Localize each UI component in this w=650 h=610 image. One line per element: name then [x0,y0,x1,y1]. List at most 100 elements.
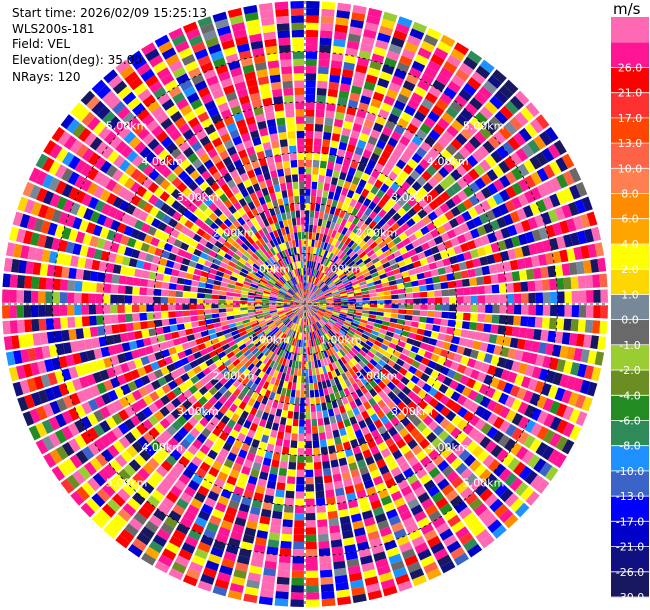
ray-gate-cell [211,368,221,377]
ray-gate-cell [445,198,456,210]
ray-gate-cell [348,250,356,258]
ray-gate-cell [448,439,460,452]
ray-gate-cell [256,270,264,277]
ray-gate-cell [475,529,491,543]
ray-gate-cell [323,350,329,358]
ray-gate-cell [437,478,450,491]
ray-gate-cell [223,240,232,249]
ray-gate-cell [460,242,470,253]
ray-gate-cell [235,562,249,572]
ray-gate-cell [529,202,541,216]
ray-gate-cell [345,47,358,57]
ray-gate-cell [47,222,58,236]
ray-gate-cell [323,276,329,283]
ray-gate-cell [411,360,421,369]
ray-gate-cell [243,349,252,357]
ray-gate-cell [428,338,438,346]
ray-gate-cell [276,117,286,126]
ray-gate-cell [509,497,524,513]
ray-gate-cell [305,491,315,499]
ray-gate-cell [299,299,305,304]
ray-gate-cell [297,317,301,325]
ray-gate-cell [301,311,304,319]
ray-gate-cell [305,304,309,311]
ray-gate-cell [330,263,337,271]
ray-gate-cell [262,24,276,34]
ray-gate-cell [194,516,208,528]
ray-gate-cell [361,268,370,275]
ray-gate-cell [419,316,427,323]
ray-gate-cell [318,59,330,68]
ray-gate-cell [556,277,565,290]
ray-gate-cell [333,276,340,283]
ray-gate-cell [283,283,290,290]
ray-gate-cell [195,337,204,345]
ray-gate-cell [232,220,242,229]
ray-gate-cell [29,408,41,424]
ray-gate-cell [355,363,363,372]
ray-gate-cell [292,549,304,557]
ray-gate-cell [91,100,106,115]
ray-gate-cell [380,324,389,331]
ray-gate-cell [469,277,478,286]
ray-gate-cell [292,295,300,300]
ray-gate-cell [266,546,279,555]
ray-gate-cell [305,300,312,304]
ray-gate-cell [180,225,190,235]
ray-gate-cell [279,364,285,373]
ray-gate-cell [333,305,341,308]
ray-gate-cell [300,304,305,310]
ray-gate-cell [272,362,279,370]
ray-gate-cell [579,213,591,229]
ray-gate-cell [232,358,241,367]
ray-gate-cell [460,127,473,141]
ray-gate-cell [274,1,289,10]
ray-gate-cell [371,232,380,241]
ray-gate-cell [316,329,322,337]
ray-gate-cell [313,247,317,255]
ray-gate-cell [368,379,378,388]
ray-gate-cell [388,342,398,350]
ray-gate-cell [491,206,503,219]
ray-gate-cell [305,304,310,310]
ray-gate-cell [412,574,428,587]
ray-gate-cell [392,148,403,159]
ray-gate-cell [165,260,175,268]
ray-gate-cell [346,313,355,317]
ray-gate-cell [433,346,442,356]
ray-gate-cell [286,483,295,492]
ray-gate-cell [531,229,542,242]
ray-gate-cell [69,139,83,154]
ray-gate-cell [575,181,588,197]
ray-gate-cell [87,477,101,492]
ray-gate-cell [455,526,470,540]
ray-gate-cell [264,261,272,269]
ray-gate-cell [327,386,334,395]
ray-gate-cell [336,282,344,288]
ray-gate-cell [290,302,298,304]
ray-gate-cell [256,394,264,403]
ray-gate-cell [110,314,119,324]
ray-gate-cell [299,282,302,290]
ray-gate-cell [57,462,71,477]
ray-gate-cell [217,363,227,372]
ray-gate-cell [360,284,368,289]
ray-gate-cell [559,374,570,388]
ray-gate-cell [280,182,287,191]
ray-gate-cell [234,191,244,201]
ray-gate-cell [554,331,564,344]
ray-gate-cell [311,298,319,302]
ray-gate-cell [286,292,293,297]
ray-gate-cell [313,353,317,361]
ray-gate-cell [264,339,272,347]
ray-gate-cell [375,351,384,359]
ray-gate-cell [32,262,42,275]
ray-gate-cell [74,292,82,304]
ray-gate-cell [61,167,74,182]
ray-gate-cell [373,46,387,57]
ray-gate-cell [197,111,210,123]
ray-gate-cell [130,168,142,181]
ray-gate-cell [308,261,312,269]
ray-gate-cell [305,302,313,304]
ray-gate-cell [354,312,362,316]
